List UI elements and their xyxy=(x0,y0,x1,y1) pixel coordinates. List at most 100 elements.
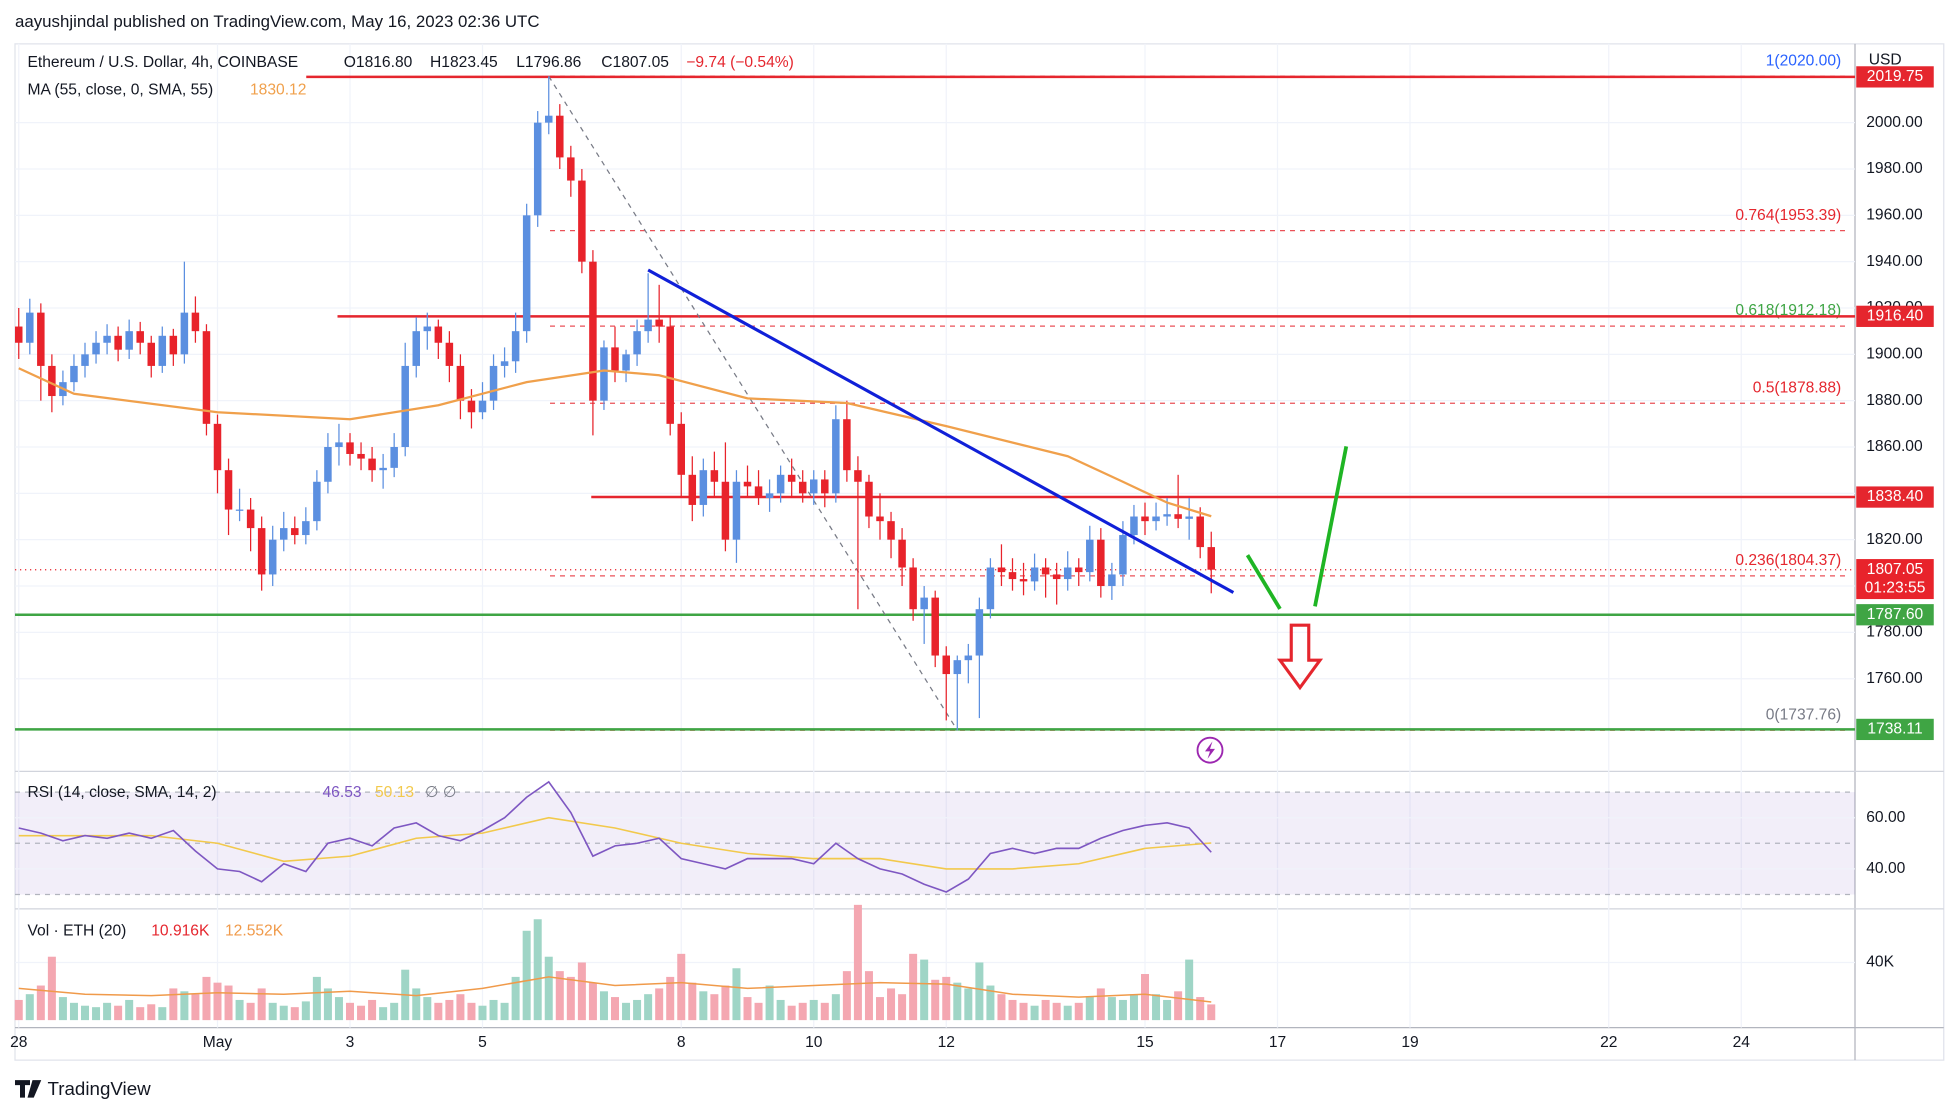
volume-bar xyxy=(14,999,23,1021)
volume-bar xyxy=(1052,1002,1061,1021)
fib-label: 0.236(1804.37) xyxy=(1735,552,1841,569)
projection-down xyxy=(1245,554,1282,610)
level-price-box xyxy=(1856,66,1934,88)
candle-body xyxy=(854,470,862,482)
volume-bar xyxy=(257,988,266,1021)
fib-diagonal xyxy=(548,75,958,731)
x-tick-label: 12 xyxy=(938,1034,955,1051)
volume-bar xyxy=(997,994,1006,1021)
x-tick-label: 10 xyxy=(805,1034,823,1051)
candle-body xyxy=(1141,516,1149,522)
volume-bar xyxy=(158,1007,167,1021)
candle-body xyxy=(898,539,906,568)
volume-bar xyxy=(975,962,984,1021)
volume-bar xyxy=(478,1005,487,1021)
x-tick-label: 3 xyxy=(346,1034,355,1051)
volume-bar xyxy=(677,953,686,1021)
volume-bar xyxy=(787,1005,796,1021)
candle-body xyxy=(798,481,807,494)
volume-bar xyxy=(831,994,840,1021)
volume-bar xyxy=(1107,997,1116,1021)
volume-bar xyxy=(467,1002,476,1021)
candle-body xyxy=(1152,516,1160,522)
candle-body xyxy=(600,347,608,401)
rsi-extra: ∅ ∅ xyxy=(425,784,457,801)
level-price-box xyxy=(1856,305,1934,327)
ma-label: MA (55, close, 0, SMA, 55) xyxy=(28,81,214,98)
volume-ma-line xyxy=(18,976,1212,1003)
candle-body xyxy=(235,509,244,511)
volume-bar xyxy=(279,1005,288,1021)
candle-body xyxy=(1041,567,1050,575)
y-tick-label: 1940.00 xyxy=(1866,253,1923,270)
candle-body xyxy=(887,521,895,540)
volume-bar xyxy=(721,985,730,1021)
volume-bar xyxy=(633,999,642,1021)
candle-body xyxy=(335,442,343,448)
candle-body xyxy=(302,521,310,536)
volume-bar xyxy=(754,1002,763,1021)
volume-bar xyxy=(147,1004,156,1021)
chart-frame xyxy=(14,43,1945,1061)
candle-body xyxy=(909,567,917,610)
volume-bar xyxy=(235,999,244,1021)
x-tick-label: 15 xyxy=(1136,1034,1154,1051)
candle-body xyxy=(423,326,432,332)
candle-body xyxy=(1185,516,1193,519)
volume-bar xyxy=(368,999,377,1021)
volume-bar xyxy=(809,999,818,1021)
x-tick-label: 5 xyxy=(478,1034,487,1051)
quote-close: C1807.05 xyxy=(601,54,669,71)
volume-bar xyxy=(577,962,586,1021)
volume-bar xyxy=(202,976,211,1021)
volume-bar xyxy=(776,999,785,1021)
volume-bar xyxy=(423,997,432,1021)
candle-body xyxy=(257,528,266,575)
volume-bar xyxy=(169,988,178,1021)
candle-body xyxy=(710,470,719,482)
candle-body xyxy=(567,157,575,181)
candle-body xyxy=(158,335,167,366)
fib-label: 0.618(1912.18) xyxy=(1735,302,1841,319)
candle-body xyxy=(1174,514,1182,519)
volume-bar xyxy=(566,976,575,1021)
x-tick-label: 17 xyxy=(1269,1034,1286,1051)
candle-body xyxy=(776,474,785,494)
volume-bar xyxy=(323,988,332,1021)
y-tick-label: 1980.00 xyxy=(1866,160,1923,177)
candle-body xyxy=(313,481,321,522)
candle-body xyxy=(942,655,950,675)
candle-body xyxy=(1119,535,1127,575)
candle-body xyxy=(931,597,939,656)
y-tick-label: 1820.00 xyxy=(1866,531,1923,548)
volume-bar xyxy=(611,997,619,1021)
candle-body xyxy=(1130,516,1138,536)
candle-body xyxy=(644,319,652,332)
volume-bar xyxy=(931,979,940,1021)
volume-bar xyxy=(500,1002,509,1021)
candle-body xyxy=(1108,574,1116,587)
volume-bar xyxy=(876,997,884,1021)
ma-line xyxy=(18,367,1212,518)
volume-bar xyxy=(301,1001,310,1021)
candle-body xyxy=(26,312,34,343)
volume-bar xyxy=(820,1002,829,1021)
candle-body xyxy=(765,493,774,498)
volume-bar xyxy=(1129,994,1138,1021)
volume-bar xyxy=(522,930,531,1021)
candle-body xyxy=(677,423,685,475)
candle-body xyxy=(15,326,23,343)
candle-body xyxy=(147,342,155,366)
ma-value: 1830.12 xyxy=(250,81,306,98)
candle-body xyxy=(500,361,509,366)
volume-tick-label: 40K xyxy=(1866,954,1894,971)
candle-body xyxy=(611,347,619,371)
volume-bar xyxy=(1096,988,1105,1021)
level-price-label: 1916.40 xyxy=(1867,307,1924,324)
candle-body xyxy=(666,326,674,424)
candle-body xyxy=(732,481,741,540)
volume-label: Vol · ETH (20) xyxy=(28,923,127,940)
candle-body xyxy=(1063,567,1072,580)
volume-ma-value: 12.552K xyxy=(225,923,284,940)
volume-bar xyxy=(180,991,189,1021)
